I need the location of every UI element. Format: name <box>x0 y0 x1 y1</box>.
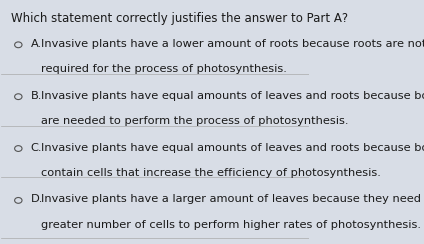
Text: B.: B. <box>31 91 42 101</box>
Text: greater number of cells to perform higher rates of photosynthesis.: greater number of cells to perform highe… <box>42 220 421 230</box>
Text: A.: A. <box>31 39 42 49</box>
Text: Invasive plants have a larger amount of leaves because they need a: Invasive plants have a larger amount of … <box>42 194 424 204</box>
Text: Invasive plants have a lower amount of roots because roots are not: Invasive plants have a lower amount of r… <box>42 39 424 49</box>
Text: contain cells that increase the efficiency of photosynthesis.: contain cells that increase the efficien… <box>42 168 381 178</box>
Text: D.: D. <box>31 194 43 204</box>
Text: Invasive plants have equal amounts of leaves and roots because both: Invasive plants have equal amounts of le… <box>42 142 424 152</box>
Text: required for the process of photosynthesis.: required for the process of photosynthes… <box>42 64 287 74</box>
Text: Invasive plants have equal amounts of leaves and roots because both: Invasive plants have equal amounts of le… <box>42 91 424 101</box>
Text: Which statement correctly justifies the answer to Part A?: Which statement correctly justifies the … <box>11 12 348 25</box>
Text: C.: C. <box>31 142 42 152</box>
Text: are needed to perform the process of photosynthesis.: are needed to perform the process of pho… <box>42 116 349 126</box>
